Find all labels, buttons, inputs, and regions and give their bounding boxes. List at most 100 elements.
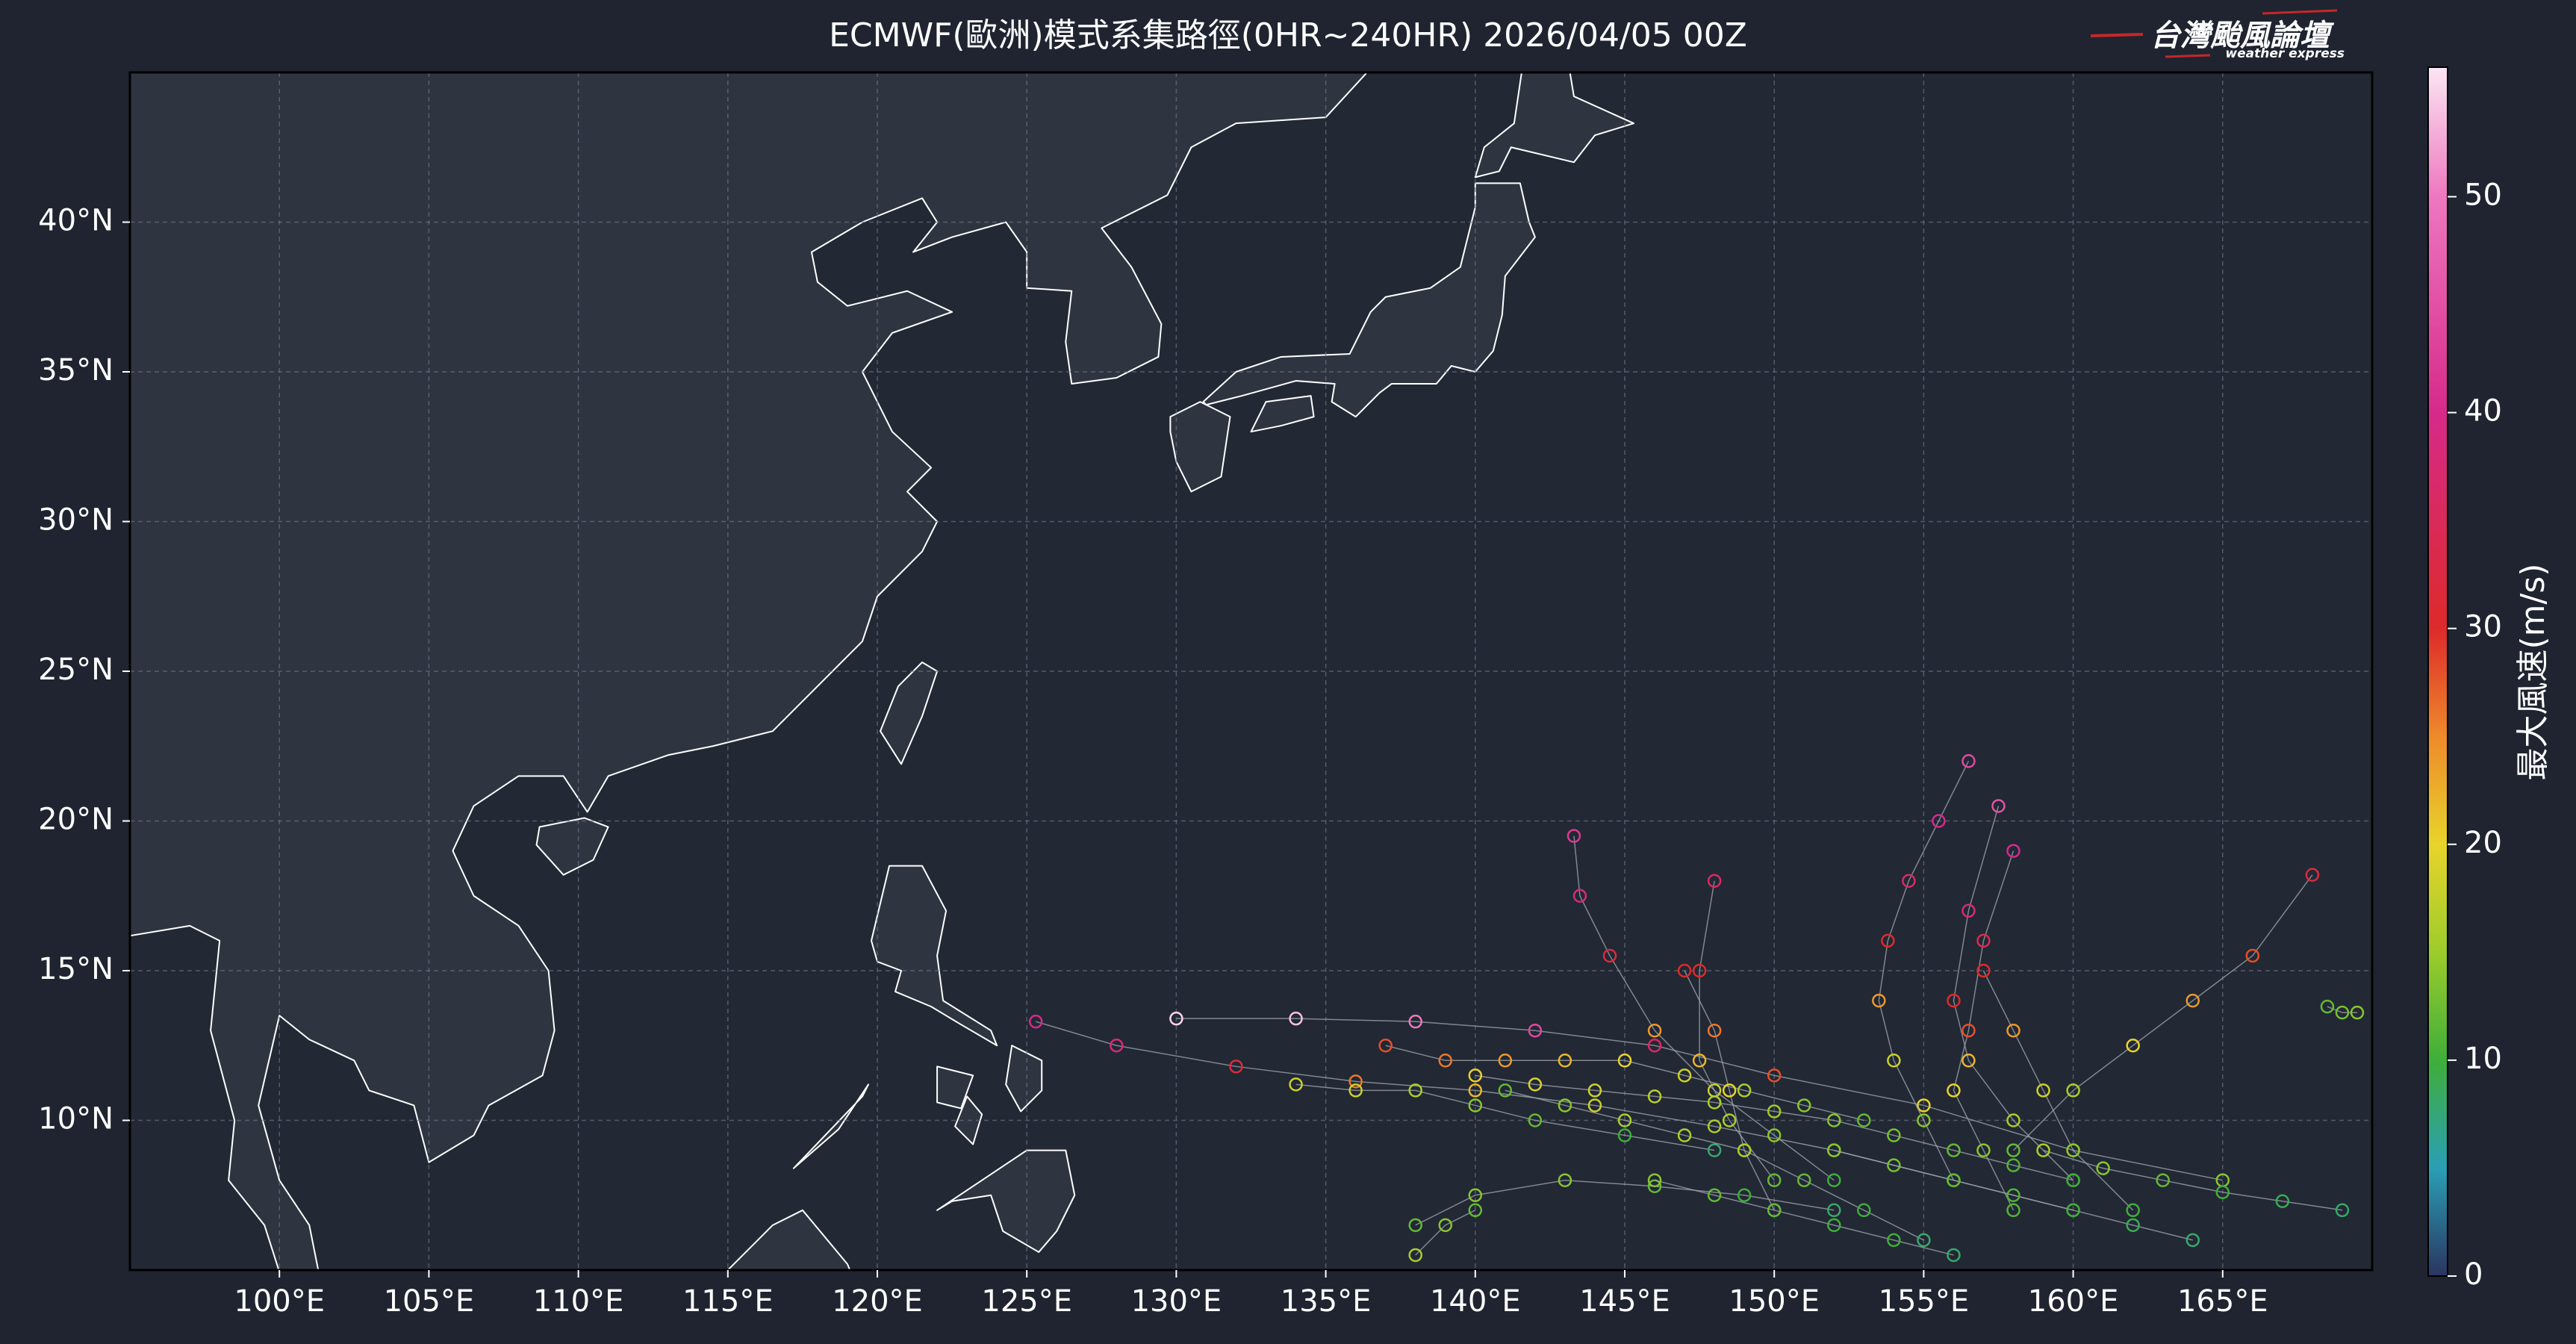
track-point	[2126, 1039, 2140, 1053]
x-tick-label: 120°E	[832, 1284, 923, 1319]
track-point	[2066, 1173, 2080, 1187]
track-point	[2066, 1203, 2080, 1218]
track-point	[1528, 1023, 1543, 1038]
track-point	[2036, 1083, 2050, 1098]
track-point	[1961, 1054, 1976, 1068]
y-tick-label: 40°N	[38, 204, 113, 238]
track-point	[1587, 1083, 1602, 1098]
track-line	[1953, 850, 2015, 1211]
track-point	[1468, 1068, 1483, 1083]
track-point	[2305, 868, 2320, 882]
track-point	[1767, 1173, 1782, 1187]
track-point	[1857, 1113, 1871, 1127]
track-line	[1953, 806, 2074, 1181]
track-point	[2006, 844, 2020, 858]
track-point	[1827, 1173, 1841, 1187]
track-point	[2036, 1143, 2050, 1157]
track-point	[1498, 1083, 1513, 1098]
track-line	[1834, 1149, 2193, 1241]
track-point	[1110, 1039, 1124, 1053]
track-point	[1827, 1143, 1841, 1157]
track-line	[2043, 1149, 2343, 1211]
track-point	[2006, 1188, 2020, 1202]
track-line	[2012, 874, 2313, 1151]
colorbar-tick-label: 30	[2464, 610, 2502, 644]
track-point	[1677, 963, 1692, 978]
track-point	[2006, 1158, 2020, 1172]
track-point	[2245, 948, 2260, 963]
track-point	[1692, 963, 1707, 978]
track-point	[1647, 1173, 1662, 1187]
colorbar-tick-label: 40	[2464, 394, 2502, 429]
track-point	[1827, 1113, 1841, 1127]
track-point	[1961, 754, 1976, 768]
samar	[1006, 1045, 1042, 1111]
track-point	[1617, 1054, 1632, 1068]
track-point	[1617, 1128, 1632, 1142]
track-point	[1558, 1098, 1572, 1113]
track-point	[1707, 1119, 1722, 1133]
track-point	[1932, 814, 1946, 828]
track-point	[1917, 1113, 1931, 1127]
grid	[130, 72, 2372, 1270]
logo-stroke	[2262, 9, 2338, 15]
track-point	[1572, 889, 1587, 903]
x-tick-label: 165°E	[2177, 1284, 2268, 1319]
track-line	[1573, 836, 1835, 1181]
track-point	[1887, 1054, 1901, 1068]
track-point	[1468, 1188, 1483, 1202]
track-point	[2335, 1203, 2350, 1218]
track-point	[1602, 948, 1617, 963]
track-point	[2066, 1143, 2080, 1157]
track-point	[1498, 1054, 1513, 1068]
track-point	[1767, 1128, 1782, 1142]
track-point	[1468, 1203, 1483, 1218]
x-tick-label: 150°E	[1729, 1284, 1820, 1319]
track-point	[1767, 1068, 1782, 1083]
logo-name: 台灣颱風論壇	[2150, 19, 2335, 53]
track-point	[1468, 1098, 1483, 1113]
track-point	[1796, 1173, 1811, 1187]
colorbar-ticks: 0 10 20 30 40 50	[2448, 178, 2502, 1292]
track-line	[1415, 1210, 1476, 1256]
track-point	[1947, 1083, 1961, 1098]
track-point	[2350, 1005, 2365, 1020]
y-tick-label: 30°N	[38, 503, 113, 538]
track-point	[1947, 1143, 1961, 1157]
track-point	[1887, 1233, 1901, 1248]
mindanao	[937, 1151, 1074, 1252]
y-tick-label: 10°N	[38, 1102, 113, 1136]
track-point	[2096, 1161, 2110, 1175]
y-tick-label: 25°N	[38, 653, 113, 687]
track-point	[1827, 1203, 1841, 1218]
track-point	[1827, 1218, 1841, 1233]
x-tick-label: 140°E	[1430, 1284, 1521, 1319]
track-point	[1976, 933, 1991, 948]
track-point	[1737, 1188, 1752, 1202]
track-point	[1887, 1158, 1901, 1172]
track-line	[1982, 970, 2134, 1211]
track-point	[1947, 1173, 1961, 1187]
x-tick-label: 130°E	[1131, 1284, 1222, 1319]
logo-stroke	[2165, 54, 2211, 58]
track-line	[1385, 1045, 1864, 1121]
track-point	[1872, 993, 1886, 1008]
track-line	[1475, 1074, 2073, 1181]
track-point	[1558, 1173, 1572, 1187]
track-point	[1991, 799, 2006, 813]
track-point	[1767, 1203, 1782, 1218]
track-point	[2006, 1113, 2020, 1127]
luzon	[871, 866, 997, 1046]
track-point	[1707, 1095, 1722, 1110]
track-line	[1505, 1089, 1924, 1241]
x-tick-label: 115°E	[682, 1284, 774, 1319]
track-point	[1567, 829, 1581, 843]
colorbar-tick-label: 0	[2464, 1257, 2483, 1292]
x-tick-label: 135°E	[1281, 1284, 1372, 1319]
colorbar-tick-label: 20	[2464, 826, 2502, 860]
track-point	[2126, 1203, 2140, 1218]
track-point	[1587, 1098, 1602, 1113]
track-point	[1796, 1098, 1811, 1113]
track-line	[1878, 760, 1970, 1181]
